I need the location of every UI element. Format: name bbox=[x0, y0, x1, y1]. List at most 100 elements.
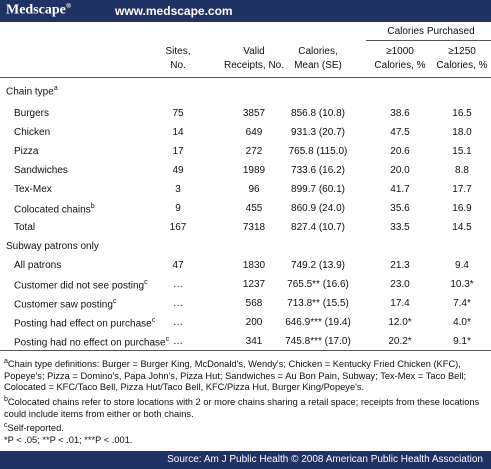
column-header: Calories, % bbox=[436, 60, 488, 71]
cell: 765.5** (16.6) bbox=[287, 279, 349, 290]
group-rule bbox=[366, 40, 491, 41]
cell: 649 bbox=[245, 127, 263, 138]
cell: 12.0* bbox=[388, 317, 412, 328]
row-label: Posting had no effect on purchasec bbox=[14, 336, 169, 348]
row-label: Tex-Mex bbox=[14, 184, 52, 195]
cell: … bbox=[173, 317, 183, 328]
column-header: Valid bbox=[243, 46, 265, 57]
cell: 49 bbox=[172, 165, 184, 176]
url: www.medscape.com bbox=[115, 4, 233, 18]
row-label: Total bbox=[14, 222, 35, 233]
section-title: Subway patrons only bbox=[6, 241, 99, 252]
cell: 21.3 bbox=[390, 260, 410, 271]
cell: 167 bbox=[169, 222, 187, 233]
row-label-text: Customer saw posting bbox=[14, 299, 113, 311]
note-mark: c bbox=[112, 298, 117, 305]
footnote-text: Colocated chains refer to store location… bbox=[4, 396, 480, 419]
cell: 10.3* bbox=[450, 279, 474, 290]
cell: 455 bbox=[245, 203, 263, 214]
section-title: Chain typea bbox=[6, 85, 58, 97]
row-label-text: Total bbox=[14, 222, 36, 233]
cell: 646.9*** (19.4) bbox=[285, 317, 351, 328]
footnote-mark: a bbox=[4, 358, 8, 365]
column-header: Sites, bbox=[165, 46, 191, 57]
column-header: Mean (SE) bbox=[294, 60, 342, 71]
note-mark: b bbox=[90, 203, 95, 210]
cell: 4.0* bbox=[453, 317, 471, 328]
row-label-text: Chicken bbox=[14, 127, 51, 138]
logo-text: Medscape bbox=[6, 2, 66, 18]
logo: Medscape® bbox=[6, 2, 71, 19]
row-label: Pizza bbox=[14, 146, 38, 157]
cell: 1237 bbox=[242, 279, 266, 290]
column-header: No. bbox=[170, 60, 186, 71]
header-rule bbox=[0, 77, 491, 78]
row-label: Customer did not see postingc bbox=[14, 279, 148, 291]
row-label-text: Pizza bbox=[14, 146, 39, 157]
cell: 20.6 bbox=[390, 146, 410, 157]
footnote-text: *P < .05; **P < .01; ***P < .001. bbox=[4, 434, 133, 445]
section-title-text: Chain type bbox=[6, 86, 54, 98]
cell: 272 bbox=[245, 146, 263, 157]
row-label: Sandwiches bbox=[14, 165, 68, 176]
cell: … bbox=[173, 279, 183, 290]
cell: 568 bbox=[245, 298, 263, 309]
cell: 16.5 bbox=[452, 108, 472, 119]
cell: 17.4 bbox=[390, 298, 410, 309]
logo-mark: ® bbox=[65, 2, 72, 10]
cell: 7.4* bbox=[453, 298, 471, 309]
group-header: Calories Purchased bbox=[387, 26, 475, 37]
cell: 75 bbox=[172, 108, 184, 119]
cell: … bbox=[173, 298, 183, 309]
cell: 3857 bbox=[242, 108, 266, 119]
column-header: Calories, % bbox=[374, 60, 426, 71]
row-label: Chicken bbox=[14, 127, 50, 138]
note-mark: c bbox=[165, 336, 170, 343]
row-label-text: Sandwiches bbox=[14, 165, 68, 176]
cell: 23.0 bbox=[390, 279, 410, 290]
footnote-mark: b bbox=[4, 395, 8, 403]
cell: 14 bbox=[172, 127, 184, 138]
cell: 713.8** (15.5) bbox=[287, 298, 349, 309]
column-header: Receipts, No. bbox=[223, 60, 285, 71]
note-mark: c bbox=[151, 317, 156, 324]
cell: 899.7 (60.1) bbox=[291, 184, 345, 195]
cell: 827.4 (10.7) bbox=[291, 222, 345, 233]
cell: 41.7 bbox=[390, 184, 410, 195]
cell: 733.6 (16.2) bbox=[291, 165, 345, 176]
bottom-rule bbox=[0, 350, 491, 351]
note-mark: c bbox=[144, 279, 148, 286]
cell: 20.2* bbox=[388, 336, 412, 347]
cell: 931.3 (20.7) bbox=[291, 127, 345, 138]
cell: … bbox=[173, 336, 183, 347]
cell: 35.6 bbox=[390, 203, 410, 214]
column-header: ≥1250 bbox=[448, 46, 476, 57]
footnote-text: Self-reported. bbox=[7, 423, 64, 434]
cell: 8.8 bbox=[455, 165, 469, 176]
row-label: Posting had effect on purchasec bbox=[14, 317, 155, 329]
cell: 7318 bbox=[242, 222, 266, 233]
column-header: ≥1000 bbox=[386, 46, 414, 57]
row-label-text: Colocated chains bbox=[14, 204, 91, 216]
note-mark: a bbox=[53, 85, 58, 92]
cell: 3 bbox=[175, 184, 181, 195]
cell: 15.1 bbox=[452, 146, 472, 157]
cell: 856.8 (10.8) bbox=[291, 108, 345, 119]
cell: 1830 bbox=[242, 260, 266, 271]
cell: 47 bbox=[172, 260, 184, 271]
footnote: aChain type definitions: Burger = Burger… bbox=[4, 356, 486, 394]
footnotes: aChain type definitions: Burger = Burger… bbox=[4, 356, 486, 446]
row-label-text: Tex-Mex bbox=[14, 184, 52, 195]
footnote: bColocated chains refer to store locatio… bbox=[4, 394, 486, 420]
cell: 38.6 bbox=[390, 108, 410, 119]
cell: 33.5 bbox=[390, 222, 410, 233]
cell: 18.0 bbox=[452, 127, 472, 138]
section-title-text: Subway patrons only bbox=[6, 241, 99, 252]
cell: 9.4 bbox=[455, 260, 469, 271]
column-header: Calories, bbox=[298, 46, 338, 57]
cell: 96 bbox=[248, 184, 260, 195]
cell: 749.2 (13.9) bbox=[291, 260, 345, 271]
row-label-text: Posting had effect on purchase bbox=[14, 318, 152, 330]
cell: 14.5 bbox=[452, 222, 472, 233]
cell: 9.1* bbox=[453, 336, 471, 347]
